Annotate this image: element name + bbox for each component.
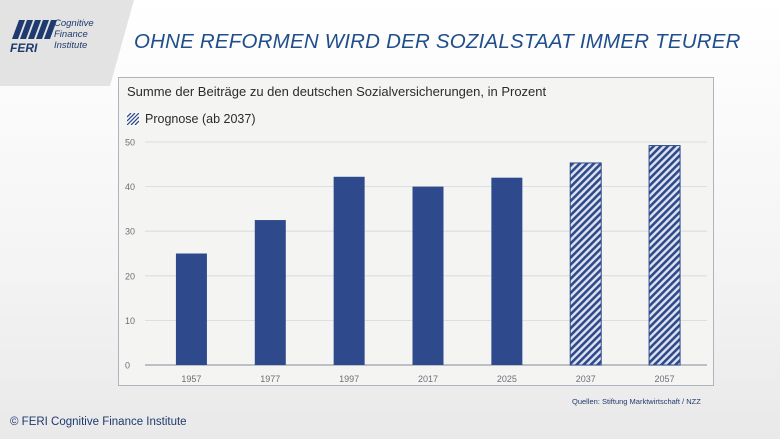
bar-1957 xyxy=(175,253,207,365)
legend-hatch-swatch xyxy=(127,113,139,125)
feri-logo-icon xyxy=(12,20,57,39)
bar-2025 xyxy=(491,177,523,365)
bar-2017 xyxy=(412,186,444,365)
chart-title: Summe der Beiträge zu den deutschen Sozi… xyxy=(127,84,547,99)
chart-panel: Summe der Beiträge zu den deutschen Sozi… xyxy=(118,77,714,386)
y-tick-label: 40 xyxy=(125,182,135,192)
x-tick-label: 2037 xyxy=(576,374,596,384)
source-note: Quellen: Stiftung Marktwirtschaft / NZZ xyxy=(572,397,701,406)
y-tick-label: 10 xyxy=(125,316,135,326)
logo-subtitle: Cognitive Finance Institute xyxy=(54,18,94,51)
x-tick-label: 1957 xyxy=(181,374,201,384)
slide-title: OHNE REFORMEN WIRD DER SOZIALSTAAT IMMER… xyxy=(134,30,741,53)
bar-1997 xyxy=(333,176,365,365)
logo-panel xyxy=(0,0,134,86)
legend-label: Prognose (ab 2037) xyxy=(145,112,256,126)
bar-2057 xyxy=(648,145,681,366)
bar-2037 xyxy=(569,162,602,366)
x-tick-label: 2017 xyxy=(418,374,438,384)
x-tick-label: 1977 xyxy=(260,374,280,384)
x-tick-label: 1997 xyxy=(339,374,359,384)
bar-1977 xyxy=(254,220,286,365)
x-tick-label: 2057 xyxy=(655,374,675,384)
copyright-text: © FERI Cognitive Finance Institute xyxy=(10,416,187,428)
bar-chart: 0 10 20 30 40 50 1957 1977 1997 2017 2025 2037 2057 xyxy=(125,138,707,384)
y-tick-label: 20 xyxy=(125,271,135,281)
x-tick-label: 2025 xyxy=(497,374,517,384)
y-tick-label: 30 xyxy=(125,227,135,237)
logo-brand: FERI xyxy=(10,41,38,55)
y-tick-label: 50 xyxy=(125,138,135,148)
chart-legend: Prognose (ab 2037) xyxy=(127,112,256,126)
y-tick-label: 0 xyxy=(125,361,130,371)
